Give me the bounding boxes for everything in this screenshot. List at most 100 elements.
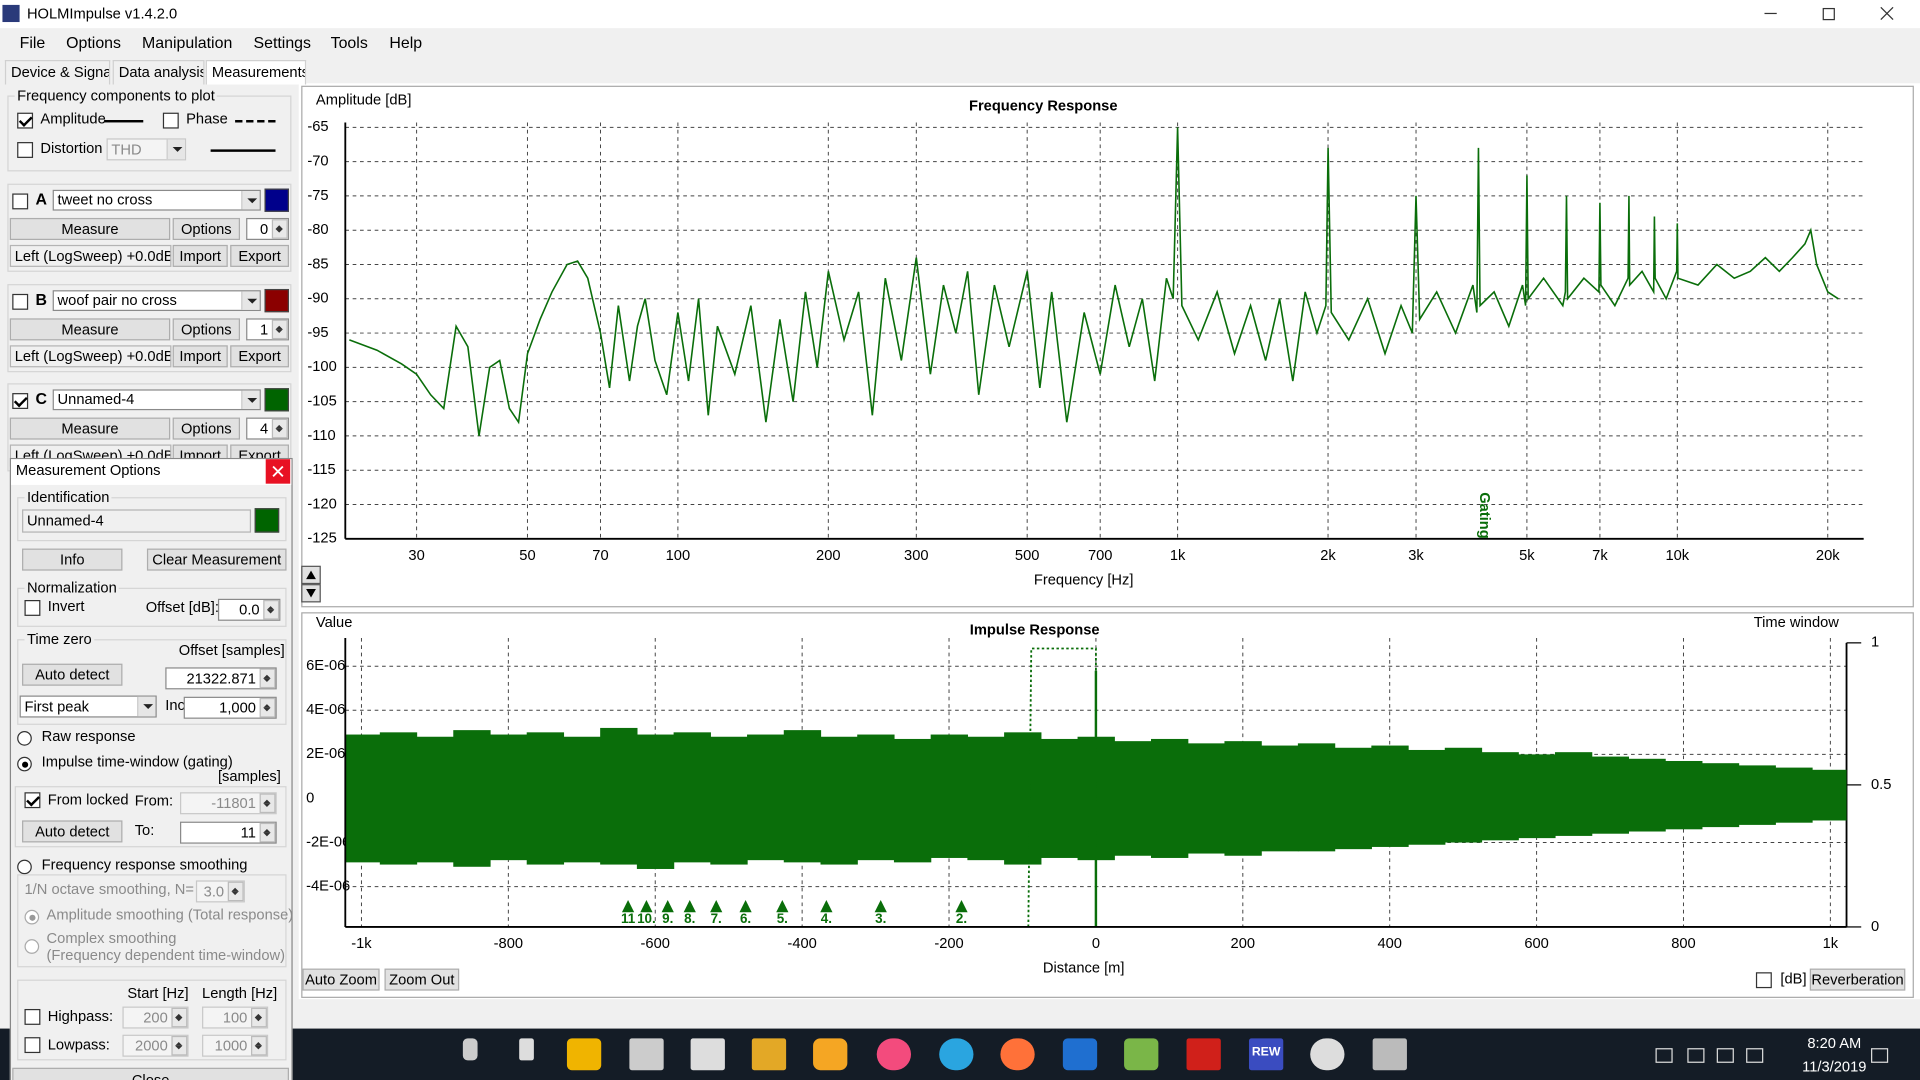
checkbox[interactable] <box>1755 972 1772 989</box>
checkbox[interactable] <box>12 293 29 310</box>
taskbar-icon[interactable] <box>629 1038 664 1071</box>
auto-detect-button[interactable]: Auto detect <box>22 820 123 843</box>
taskbar-icon[interactable] <box>751 1038 787 1071</box>
menu-item[interactable]: Help <box>389 33 423 52</box>
marker-label: 8. <box>684 911 695 926</box>
taskbar-icon[interactable] <box>1062 1038 1098 1071</box>
spin-buttons[interactable] <box>271 418 288 439</box>
taskbar-icon[interactable] <box>813 1038 848 1071</box>
taskbar-icon[interactable] <box>1310 1038 1345 1071</box>
tray-icon[interactable] <box>1687 1048 1705 1063</box>
combo-box[interactable]: woof pair no cross <box>52 289 261 311</box>
checkbox[interactable] <box>24 600 41 616</box>
auto-zoom-button[interactable]: Auto Zoom <box>302 968 380 991</box>
color-swatch[interactable] <box>264 188 289 212</box>
menu-item[interactable]: File <box>19 33 46 52</box>
tray-icon[interactable] <box>1716 1048 1734 1063</box>
taskbar-icon[interactable] <box>1372 1038 1407 1071</box>
taskbar-icon[interactable] <box>1124 1038 1159 1071</box>
auto-detect-button[interactable]: Auto detect <box>22 663 123 686</box>
taskbar-icon[interactable] <box>690 1038 725 1071</box>
radio-button[interactable] <box>17 756 32 772</box>
tab[interactable]: Measurements <box>205 60 307 85</box>
taskbar-icon[interactable] <box>1000 1038 1035 1071</box>
combo-arrow[interactable] <box>241 390 260 409</box>
checkbox-label: From locked <box>47 791 129 809</box>
tab[interactable]: Data analysis <box>112 60 205 85</box>
export-button[interactable]: Export <box>230 344 289 367</box>
color-swatch[interactable] <box>254 508 280 533</box>
spin-buttons[interactable] <box>271 318 288 339</box>
radio-label: Frequency response smoothing <box>41 855 248 874</box>
taskbar-icon[interactable] <box>1186 1038 1221 1071</box>
taskbar-icon[interactable]: REW <box>1248 1038 1284 1071</box>
options-button[interactable]: Options <box>172 317 240 340</box>
taskbar-icon[interactable] <box>566 1038 602 1071</box>
measure-button[interactable]: Measure <box>9 317 171 340</box>
x-tick-label: 300 <box>904 548 929 564</box>
spin-box[interactable]: 1,000 <box>183 696 277 719</box>
checkbox[interactable] <box>24 1008 41 1025</box>
options-button[interactable]: Options <box>172 217 240 240</box>
close-button[interactable] <box>265 459 291 484</box>
checkbox[interactable] <box>17 112 34 129</box>
combo-arrow[interactable] <box>241 290 260 310</box>
group-box <box>17 587 287 627</box>
combo-box[interactable]: First peak <box>19 695 157 718</box>
x-tick-label: -600 <box>641 936 670 952</box>
checkbox[interactable] <box>24 792 41 809</box>
marker-label: 7. <box>711 911 722 926</box>
clock-time[interactable]: 8:20 AM <box>1807 1034 1862 1052</box>
spin-buttons[interactable] <box>259 668 276 689</box>
tray-icon[interactable] <box>1655 1048 1673 1063</box>
spin-buttons[interactable] <box>259 697 276 718</box>
import-button[interactable]: Import <box>172 344 228 367</box>
options-button[interactable]: Options <box>172 417 240 440</box>
taskbar-icon[interactable] <box>939 1038 974 1071</box>
measure-button[interactable]: Measure <box>9 417 171 440</box>
spin-buttons[interactable] <box>259 822 276 843</box>
time-window <box>1027 647 1097 927</box>
spin-box[interactable]: 11 <box>180 821 277 844</box>
info-button[interactable]: Info <box>22 548 123 571</box>
import-button[interactable]: Import <box>172 244 228 267</box>
color-swatch[interactable] <box>264 288 289 312</box>
clear-button[interactable]: Clear Measurement <box>146 548 287 571</box>
checkbox[interactable] <box>12 193 29 210</box>
checkbox[interactable] <box>12 393 29 409</box>
taskbar-icon[interactable] <box>462 1038 478 1061</box>
menu-item[interactable]: Tools <box>330 33 368 52</box>
spin-buttons[interactable] <box>263 600 280 620</box>
measure-button[interactable]: Measure <box>9 217 171 240</box>
name-field[interactable]: Unnamed-4 <box>22 509 252 533</box>
window-controls[interactable] <box>1764 6 1894 21</box>
menu-item[interactable]: Options <box>66 33 121 52</box>
menu-item[interactable]: Manipulation <box>142 33 233 52</box>
color-swatch[interactable] <box>264 388 289 412</box>
export-button[interactable]: Export <box>230 244 289 267</box>
combo-arrow[interactable] <box>137 696 156 717</box>
spin-buttons[interactable] <box>271 219 288 239</box>
taskbar-icon[interactable] <box>876 1038 912 1071</box>
combo-box[interactable]: tweet no cross <box>52 189 261 211</box>
reverberation-button[interactable]: Reverberation <box>1809 968 1906 991</box>
signal-band <box>1187 743 1226 854</box>
tab[interactable]: Device & Signal <box>4 60 111 85</box>
checkbox[interactable] <box>17 142 34 158</box>
menu-item[interactable]: Settings <box>253 33 312 52</box>
combo-arrow[interactable] <box>241 191 260 210</box>
checkbox[interactable] <box>24 1037 41 1054</box>
dialog-close-button[interactable]: Close <box>12 1067 289 1080</box>
tray-icon[interactable] <box>1871 1048 1889 1063</box>
checkbox[interactable] <box>162 112 179 129</box>
radio-button[interactable] <box>17 731 32 746</box>
tray-icon[interactable] <box>1746 1048 1764 1063</box>
zoom-out-button[interactable]: Zoom Out <box>384 968 460 991</box>
spin-box[interactable]: 21322.871 <box>165 667 277 690</box>
taskbar-icon[interactable] <box>519 1038 534 1061</box>
combo-box[interactable]: Unnamed-4 <box>52 389 261 411</box>
clock-date[interactable]: 11/3/2019 <box>1802 1057 1867 1076</box>
radio-button[interactable] <box>17 859 32 875</box>
radio-label: Complex smoothing <box>46 929 177 947</box>
scroll-buttons[interactable] <box>301 565 321 603</box>
